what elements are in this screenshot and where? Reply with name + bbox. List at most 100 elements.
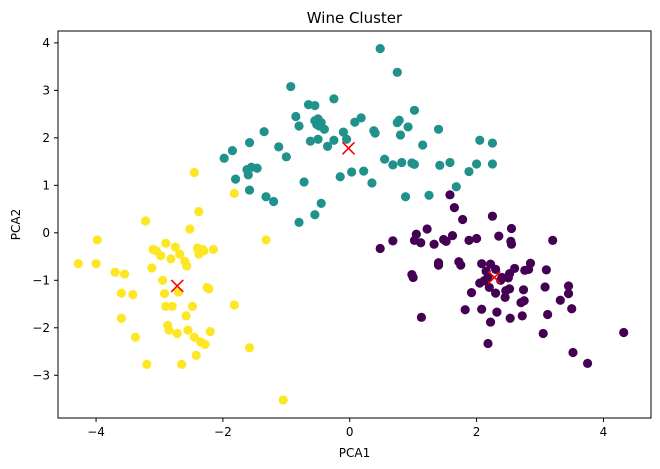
data-point <box>519 296 529 306</box>
data-point <box>183 325 193 335</box>
data-point <box>388 236 398 246</box>
x-axis: −4 −2 0 2 4 <box>87 418 607 439</box>
data-point <box>409 159 420 170</box>
data-point <box>244 185 255 195</box>
data-point <box>189 332 199 342</box>
y-tick-label: −2 <box>32 321 50 335</box>
data-point <box>187 301 198 312</box>
data-point <box>429 239 439 249</box>
data-point <box>119 269 130 279</box>
data-point <box>416 312 427 322</box>
data-point <box>167 301 177 312</box>
data-point <box>475 135 485 145</box>
data-point <box>338 127 349 137</box>
data-point <box>310 210 320 220</box>
data-point <box>375 243 385 254</box>
data-point <box>347 167 357 177</box>
data-point <box>322 141 333 151</box>
data-point <box>567 304 577 314</box>
data-point <box>541 265 551 275</box>
centroid-marker <box>341 141 356 155</box>
data-point <box>294 217 304 227</box>
data-point <box>194 206 204 217</box>
data-point <box>335 172 345 182</box>
data-point <box>310 100 320 111</box>
data-point <box>418 140 428 150</box>
data-point <box>278 395 288 405</box>
data-point <box>458 214 468 225</box>
x-tick-label: −4 <box>87 425 105 439</box>
data-point <box>367 178 377 188</box>
data-point <box>409 105 420 115</box>
y-tick-label: 0 <box>42 226 50 240</box>
data-point <box>484 282 494 293</box>
data-point <box>227 146 238 156</box>
data-point <box>397 157 407 168</box>
data-point <box>403 122 413 132</box>
y-tick-label: −3 <box>32 368 50 382</box>
data-point <box>548 235 558 246</box>
data-point <box>329 135 339 145</box>
data-point <box>156 251 166 261</box>
data-point <box>170 242 180 252</box>
data-point <box>582 358 593 368</box>
data-point <box>294 121 304 131</box>
x-tick-label: 4 <box>600 425 608 439</box>
data-point <box>538 328 548 339</box>
data-point <box>543 309 553 320</box>
y-tick-label: 1 <box>42 178 50 192</box>
plot-area <box>73 43 629 405</box>
data-point <box>506 223 517 234</box>
data-point <box>487 159 498 169</box>
centroid-marker <box>487 270 501 285</box>
data-point <box>451 182 461 192</box>
data-point <box>433 124 444 134</box>
y-tick-label: 2 <box>42 131 50 145</box>
data-point <box>130 332 140 342</box>
data-point <box>140 216 151 226</box>
data-point <box>525 258 536 268</box>
data-point <box>189 167 199 178</box>
data-point <box>477 304 487 314</box>
data-point <box>286 81 296 92</box>
data-point <box>370 128 380 138</box>
data-point <box>219 153 229 163</box>
data-point <box>517 311 527 321</box>
data-point <box>281 152 291 162</box>
x-tick-label: 0 <box>346 425 354 439</box>
data-point <box>177 359 187 369</box>
data-point <box>483 272 493 282</box>
data-point <box>466 288 477 298</box>
data-point <box>110 267 120 277</box>
data-point <box>244 137 255 148</box>
data-point <box>92 235 102 245</box>
data-point <box>555 295 565 305</box>
axes-frame <box>57 30 652 419</box>
data-point <box>563 281 574 291</box>
data-point <box>341 134 352 144</box>
data-point <box>116 313 127 323</box>
data-point <box>91 259 101 269</box>
data-point <box>316 198 326 208</box>
data-point <box>274 142 284 152</box>
data-point <box>491 264 501 274</box>
data-point <box>380 154 390 164</box>
x-tick-label: −2 <box>214 425 232 439</box>
data-point <box>359 166 369 176</box>
data-point <box>411 229 421 239</box>
data-point <box>181 311 191 321</box>
data-point <box>394 115 404 125</box>
data-point <box>261 192 271 202</box>
data-point <box>464 166 474 177</box>
data-point <box>416 238 426 248</box>
data-point <box>204 284 214 294</box>
chart-title: Wine Cluster <box>307 9 403 27</box>
data-point <box>128 289 138 300</box>
data-point <box>182 261 192 271</box>
data-point <box>244 343 255 353</box>
data-point <box>464 235 474 246</box>
data-point <box>456 260 466 270</box>
data-point <box>388 160 398 170</box>
x-tick-label: 2 <box>473 425 481 439</box>
